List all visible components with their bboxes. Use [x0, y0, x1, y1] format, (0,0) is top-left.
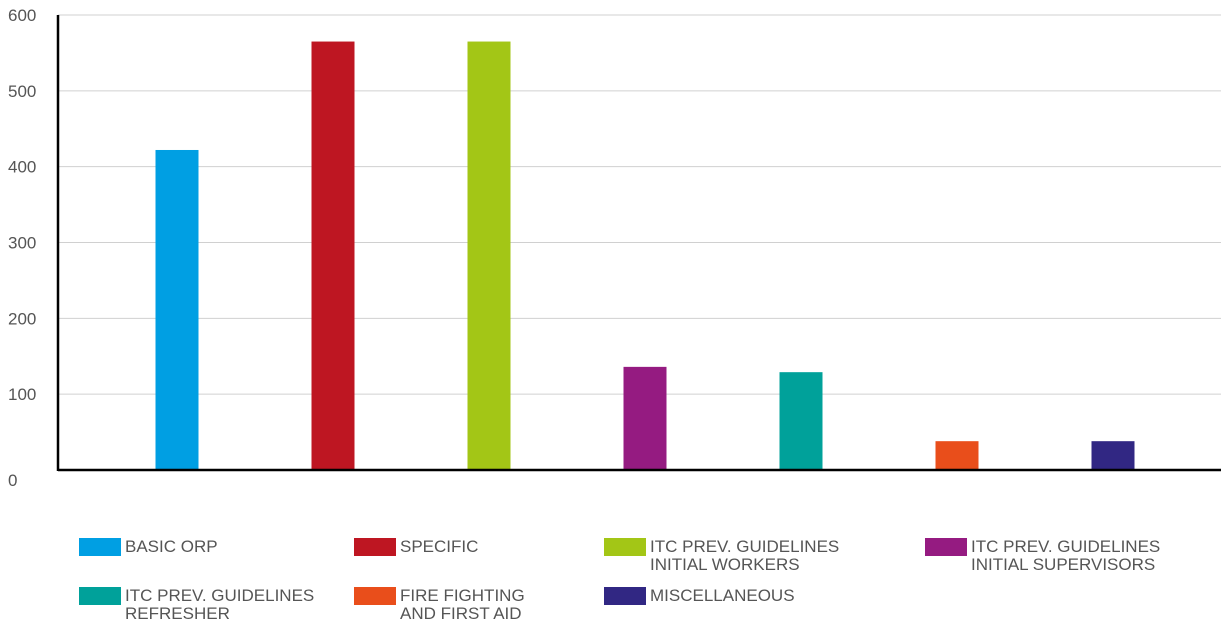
legend-swatch [604, 587, 646, 605]
legend-item: ITC PREV. GUIDELINES INITIAL SUPERVISORS [925, 538, 1160, 574]
y-tick-labels: 0 100 200 300 400 500 600 [8, 6, 36, 490]
legend-item: MISCELLANEOUS [604, 587, 795, 605]
legend-label: SPECIFIC [400, 537, 479, 556]
y-tick-label: 100 [8, 385, 36, 404]
legend-label: BASIC ORP [125, 537, 218, 556]
legend-item: FIRE FIGHTING AND FIRST AID [354, 587, 525, 623]
legend-label: ITC PREV. GUIDELINES INITIAL SUPERVISORS [971, 537, 1161, 574]
legend-label: MISCELLANEOUS [650, 586, 795, 605]
bar [311, 41, 355, 471]
legend-swatch [79, 538, 121, 556]
bar [467, 41, 511, 471]
grid-lines [58, 14, 1221, 395]
legend-swatch [925, 538, 967, 556]
y-tick-label: 300 [8, 234, 36, 253]
bar [1091, 441, 1135, 470]
bar [779, 372, 823, 470]
legend-label: ITC PREV. GUIDELINES REFRESHER [125, 586, 315, 623]
legend-swatch [354, 587, 396, 605]
legend-item: BASIC ORP [79, 538, 218, 556]
bar [935, 441, 979, 470]
legend-item: ITC PREV. GUIDELINES INITIAL WORKERS [604, 538, 839, 574]
legend-swatch [604, 538, 646, 556]
bar [623, 366, 667, 470]
bar [155, 149, 199, 470]
legend-item: SPECIFIC [354, 538, 478, 556]
y-tick-label: 0 [8, 471, 17, 490]
legend-label: FIRE FIGHTING AND FIRST AID [400, 586, 525, 623]
y-tick-label: 500 [8, 82, 36, 101]
y-tick-label: 600 [8, 6, 36, 25]
legend-item: ITC PREV. GUIDELINES REFRESHER [79, 587, 314, 623]
y-tick-label: 400 [8, 158, 36, 177]
legend-swatch [79, 587, 121, 605]
y-tick-label: 200 [8, 309, 36, 328]
legend-label: ITC PREV. GUIDELINES INITIAL WORKERS [650, 537, 840, 574]
legend-swatch [354, 538, 396, 556]
bars [155, 41, 1135, 471]
